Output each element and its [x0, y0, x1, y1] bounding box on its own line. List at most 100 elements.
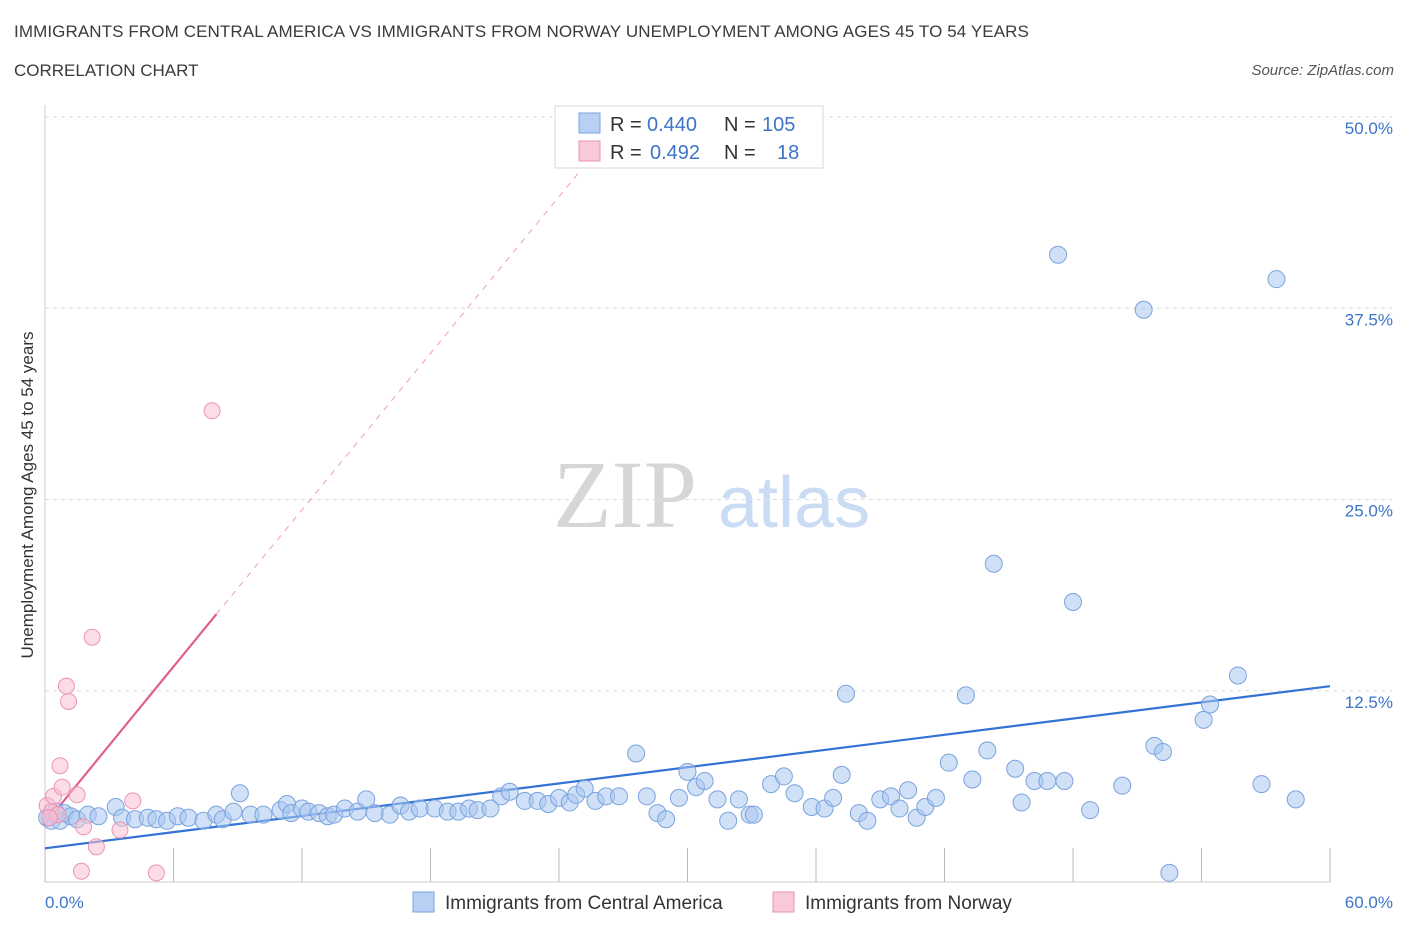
point-central-america-34	[357, 790, 376, 809]
axes	[44, 105, 1331, 883]
watermark-atlas: atlas	[718, 463, 870, 543]
x-tick-labels: 0.0% 60.0%	[45, 893, 1393, 912]
point-norway-10	[75, 818, 93, 836]
series-central-america-points	[38, 245, 1305, 882]
chart-subtitle: CORRELATION CHART	[14, 61, 199, 80]
point-central-america-80	[858, 811, 877, 830]
bottom-legend-swatch-blue	[412, 891, 435, 913]
point-norway-14	[124, 792, 142, 810]
point-norway-13	[111, 821, 129, 839]
x-tick-max: 60.0%	[1345, 893, 1393, 912]
point-central-america-39	[410, 799, 429, 818]
point-central-america-106	[1194, 710, 1213, 729]
series-norway-points	[38, 402, 221, 882]
legend-swatch-pink	[578, 140, 601, 162]
point-central-america-72	[774, 767, 793, 786]
point-central-america-54	[575, 779, 594, 798]
point-norway-15	[147, 864, 165, 882]
y-tick-labels: 12.5% 25.0% 37.5% 50.0%	[1345, 119, 1393, 712]
legend-n-label-1: N =	[724, 114, 756, 136]
point-central-america-89	[956, 686, 975, 705]
point-central-america-99	[1064, 593, 1082, 612]
point-central-america-109	[1252, 775, 1271, 794]
point-central-america-88	[939, 753, 958, 772]
point-central-america-65	[695, 772, 714, 791]
point-norway-17	[40, 809, 58, 827]
y-tick-label-3: 50.0%	[1345, 119, 1393, 138]
grid-lines	[45, 116, 1392, 692]
point-central-america-67	[719, 811, 738, 830]
point-central-america-98	[1055, 772, 1074, 791]
point-central-america-94	[1012, 793, 1031, 812]
legend-r-value-1: 0.440	[647, 114, 697, 136]
point-central-america-68	[729, 790, 748, 809]
point-central-america-101	[1113, 776, 1132, 795]
watermark: ZIP atlas	[553, 441, 870, 548]
legend-box: R = 0.440 N = 105 R = 0.492 N = 18	[554, 105, 824, 169]
point-central-america-100	[1081, 801, 1100, 820]
bottom-legend: Immigrants from Central America Immigran…	[412, 891, 1012, 914]
legend-r-value-2: 0.492	[650, 142, 700, 164]
point-central-america-35	[365, 804, 384, 823]
bottom-legend-label-2: Immigrants from Norway	[805, 893, 1012, 914]
point-central-america-90	[963, 770, 982, 789]
point-central-america-110	[1267, 270, 1286, 289]
point-central-america-45	[481, 799, 500, 818]
point-central-america-83	[890, 799, 909, 818]
legend-r-label-2: R =	[610, 142, 642, 164]
point-central-america-57	[609, 787, 628, 806]
point-central-america-63	[678, 762, 697, 781]
point-central-america-107	[1201, 695, 1220, 714]
point-central-america-58	[627, 744, 646, 763]
bottom-legend-swatch-pink	[772, 891, 795, 913]
point-central-america-62	[669, 788, 688, 807]
point-central-america-70	[744, 805, 763, 824]
point-central-america-91	[978, 741, 997, 760]
point-central-america-47	[500, 782, 519, 801]
y-tick-label-0: 12.5%	[1345, 693, 1393, 712]
y-axis-label: Unemployment Among Ages 45 to 54 years	[18, 332, 37, 659]
point-central-america-104	[1153, 742, 1172, 761]
point-central-america-77	[832, 765, 851, 784]
point-norway-6	[57, 677, 75, 695]
y-tick-label-2: 37.5%	[1345, 310, 1393, 329]
point-norway-5	[53, 778, 71, 796]
point-central-america-87	[926, 788, 945, 807]
point-central-america-111	[1286, 790, 1305, 809]
source-label: Source: ZipAtlas.com	[1251, 62, 1394, 79]
point-norway-12	[87, 838, 105, 856]
point-central-america-97	[1049, 245, 1068, 264]
point-central-america-105	[1160, 863, 1179, 882]
trend-line-norway-extended	[215, 170, 581, 615]
point-central-america-84	[899, 781, 918, 800]
point-norway-7	[60, 692, 78, 710]
point-central-america-102	[1134, 300, 1153, 319]
x-tick-min: 0.0%	[45, 893, 84, 912]
legend-n-value-2: 18	[777, 142, 799, 164]
point-central-america-73	[785, 784, 804, 803]
point-central-america-76	[824, 788, 843, 807]
point-central-america-78	[836, 684, 855, 703]
watermark-zip: ZIP	[553, 441, 697, 548]
bottom-legend-label-1: Immigrants from Central America	[445, 893, 723, 914]
point-central-america-8	[89, 807, 108, 826]
legend-r-label-1: R =	[610, 114, 642, 136]
y-tick-label-1: 25.0%	[1345, 502, 1393, 521]
point-central-america-20	[224, 802, 243, 821]
point-central-america-96	[1038, 772, 1057, 791]
point-norway-11	[83, 628, 101, 646]
legend-n-label-2: N =	[724, 142, 756, 164]
point-norway-9	[72, 862, 90, 880]
legend-n-value-1: 105	[762, 114, 795, 136]
point-norway-16	[203, 402, 221, 420]
point-norway-4	[51, 757, 69, 775]
point-central-america-61	[657, 810, 676, 829]
point-central-america-108	[1228, 666, 1247, 685]
legend-swatch-blue	[578, 112, 601, 134]
point-central-america-23	[254, 805, 273, 824]
point-central-america-82	[881, 787, 900, 806]
point-central-america-66	[708, 790, 727, 809]
point-norway-8	[68, 786, 86, 804]
point-central-america-59	[637, 787, 656, 806]
